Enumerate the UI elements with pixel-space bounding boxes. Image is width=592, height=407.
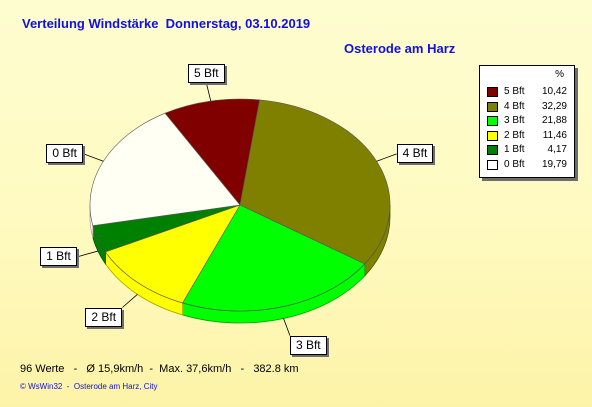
legend-label: 5 Bft [504, 86, 525, 97]
legend-value: 21,88 [541, 115, 567, 126]
legend-swatch [487, 116, 498, 126]
legend-item-4-bft: 4 Bft 32,29 [487, 101, 571, 113]
legend-item-2-bft: 2 Bft 11,46 [487, 130, 571, 142]
legend-item-3-bft: 3 Bft 21,88 [487, 115, 571, 127]
legend-swatch [487, 130, 498, 141]
legend-value: 19,79 [541, 158, 567, 170]
legend-label: 2 Bft [504, 129, 525, 141]
slice-label-5-bft: 5 Bft [187, 64, 225, 84]
legend-swatch [487, 159, 498, 170]
leader-line-5-bft [206, 83, 212, 102]
footer-credit: © WsWin32 - Osterode am Harz, City [20, 382, 158, 391]
legend: % 5 Bft 10,42 4 Bft 32,29 3 Bft 21,88 2 Bft 11,… [479, 65, 575, 178]
chart-subtitle: Osterode am Harz [344, 41, 456, 56]
legend-value: 11,46 [542, 129, 567, 141]
legend-header: % [555, 69, 564, 80]
legend-label: 1 Bft [504, 144, 525, 155]
legend-item-1-bft: 1 Bft 4,17 [487, 144, 571, 156]
legend-item-5-bft: 5 Bft 10,42 [487, 86, 571, 98]
legend-label: 0 Bft [504, 158, 525, 170]
pie-slice-0-bft [89, 112, 241, 226]
slice-label-4-bft: 4 Bft [396, 144, 434, 164]
slice-label-3-bft: 3 Bft [289, 335, 327, 355]
legend-value: 4,17 [547, 144, 567, 155]
leader-line-3-bft [283, 318, 291, 336]
pie-slice-2-bft [104, 204, 241, 304]
stats-line: 96 Werte - Ø 15,9km/h - Max. 37,6km/h - … [20, 363, 299, 375]
legend-swatch [487, 87, 498, 97]
legend-value: 10,42 [541, 86, 567, 97]
slice-label-1-bft: 1 Bft [40, 247, 77, 267]
leader-line-4-bft [376, 153, 397, 162]
leader-line-2-bft [122, 294, 138, 308]
pie-top-group [89, 98, 391, 312]
slice-label-2-bft: 2 Bft [85, 307, 123, 327]
legend-value: 32,29 [541, 100, 567, 112]
legend-item-0-bft: 0 Bft 19,79 [487, 159, 571, 171]
legend-swatch [487, 145, 498, 155]
legend-swatch [487, 101, 498, 112]
pie-slice-3-bft [182, 204, 366, 312]
legend-label: 4 Bft [504, 100, 525, 112]
pie-slice-4-bft [239, 99, 391, 265]
leader-line-0-bft [83, 153, 104, 162]
slice-label-0-bft: 0 Bft [46, 144, 84, 164]
leader-line-1-bft [77, 250, 99, 258]
chart-title: Verteilung Windstärke Donnerstag, 03.10.… [22, 16, 311, 31]
legend-label: 3 Bft [504, 115, 525, 126]
